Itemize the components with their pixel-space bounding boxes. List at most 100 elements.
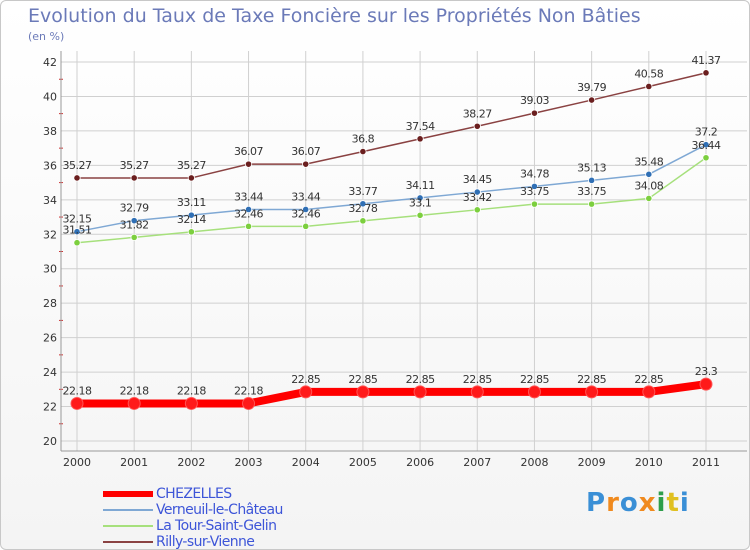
legend-item-rilly: Rilly-sur-Vienne <box>103 534 283 550</box>
data-label: 33.75 <box>520 185 549 198</box>
data-label: 22.18 <box>120 384 149 397</box>
y-tick-label: 26 <box>43 332 57 345</box>
data-point <box>130 174 138 182</box>
x-tick-label: 2009 <box>578 456 606 469</box>
data-label: 37.54 <box>406 120 435 133</box>
data-label: 34.08 <box>634 179 663 192</box>
data-label: 35.27 <box>63 159 92 172</box>
data-label: 37.2 <box>695 126 718 139</box>
data-point <box>473 188 481 196</box>
data-label: 32.14 <box>177 213 206 226</box>
data-label: 34.11 <box>406 179 435 192</box>
data-point <box>645 170 653 178</box>
series-line-1 <box>76 144 707 233</box>
data-label: 22.18 <box>234 384 263 397</box>
data-label: 41.37 <box>692 54 721 67</box>
data-point <box>130 233 138 241</box>
data-point <box>359 147 367 156</box>
series-line-0 <box>77 380 707 408</box>
legend-swatch-chezelles <box>103 491 153 497</box>
data-label: 33.75 <box>577 185 606 198</box>
data-point <box>244 205 253 214</box>
data-label: 23.3 <box>695 365 718 378</box>
data-point <box>530 182 539 190</box>
data-point <box>187 228 195 236</box>
data-label: 31.82 <box>120 218 149 231</box>
data-point <box>359 217 367 225</box>
data-point <box>184 396 198 410</box>
data-label: 22.85 <box>520 373 549 386</box>
data-point <box>588 200 596 208</box>
legend-swatch-la-tour <box>103 525 153 527</box>
data-label: 22.85 <box>291 373 320 386</box>
series-line-2 <box>76 157 707 244</box>
series-line-3 <box>77 72 707 179</box>
data-label: 22.85 <box>634 373 663 386</box>
data-point <box>73 239 81 247</box>
legend-label-la-tour: La Tour-Saint-Gelin <box>156 518 277 534</box>
data-point <box>527 385 541 399</box>
y-tick-label: 42 <box>43 56 57 69</box>
data-point <box>585 385 599 399</box>
data-label: 36.07 <box>291 145 320 158</box>
data-point <box>356 385 370 399</box>
data-label: 36.8 <box>352 133 375 146</box>
data-label: 22.85 <box>463 373 492 386</box>
data-point <box>416 194 424 202</box>
data-point <box>530 200 539 208</box>
y-tick-label: 20 <box>43 435 57 448</box>
legend: CHEZELLES Verneuil-le-Château La Tour-Sa… <box>103 486 283 550</box>
x-tick-label: 2000 <box>63 456 91 469</box>
y-tick-label: 32 <box>43 228 57 241</box>
data-point <box>699 377 713 391</box>
data-label: 33.77 <box>348 185 377 198</box>
series-lines <box>70 69 713 410</box>
logo-letter: t <box>666 488 680 518</box>
y-tick-label: 40 <box>43 90 57 103</box>
data-label: 33.44 <box>291 190 320 203</box>
legend-item-la-tour: La Tour-Saint-Gelin <box>103 518 283 534</box>
data-label: 34.45 <box>463 173 492 186</box>
data-point <box>302 160 310 168</box>
legend-item-chezelles: CHEZELLES <box>103 486 283 502</box>
y-tick-label: 36 <box>43 159 57 172</box>
logo-letter: i <box>656 488 667 518</box>
data-label: 22.85 <box>577 373 606 386</box>
x-tick-label: 2003 <box>235 456 263 469</box>
data-label: 40.58 <box>634 67 663 80</box>
data-label: 35.27 <box>120 159 149 172</box>
data-label: 32.79 <box>120 202 149 215</box>
legend-label-rilly: Rilly-sur-Vienne <box>156 534 255 550</box>
chart-title: Evolution du Taux de Taxe Foncière sur l… <box>28 5 641 27</box>
data-label: 32.78 <box>348 202 377 215</box>
proxiti-logo: Proxiti <box>586 488 690 518</box>
legend-label-chezelles: CHEZELLES <box>156 486 232 502</box>
data-label: 22.85 <box>348 373 377 386</box>
data-label: 22.18 <box>63 384 92 397</box>
data-point <box>416 211 424 219</box>
data-point <box>702 141 710 149</box>
data-point <box>73 228 81 236</box>
data-label: 22.18 <box>177 384 206 397</box>
data-label: 36.44 <box>692 139 721 152</box>
data-label: 33.44 <box>234 190 263 203</box>
y-tick-label: 30 <box>43 263 57 276</box>
data-point <box>127 396 141 410</box>
data-point <box>302 205 310 214</box>
data-point <box>473 206 481 214</box>
data-point <box>645 194 653 203</box>
data-label: 35.27 <box>177 159 206 172</box>
data-label: 32.46 <box>291 207 320 220</box>
legend-swatch-rilly <box>103 541 153 543</box>
x-tick-label: 2006 <box>406 456 434 469</box>
data-label: 32.46 <box>234 207 263 220</box>
x-tick-label: 2005 <box>349 456 377 469</box>
legend-label-verneuil: Verneuil-le-Château <box>156 502 283 518</box>
data-label: 39.03 <box>520 94 549 107</box>
x-tick-label: 2002 <box>177 456 205 469</box>
data-point <box>416 135 424 143</box>
data-label: 35.48 <box>634 155 663 168</box>
data-point <box>244 160 253 168</box>
